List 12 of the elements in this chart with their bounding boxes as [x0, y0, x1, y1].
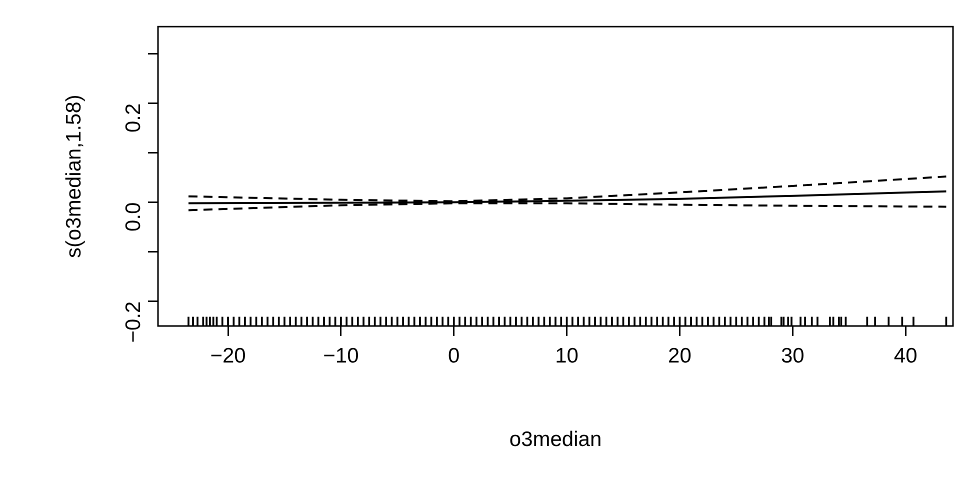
x-tick-label: 20: [668, 344, 692, 368]
x-tick-label: 40: [894, 344, 918, 368]
y-tick-label: 0.2: [122, 103, 145, 133]
x-tick-label: 10: [555, 344, 578, 368]
y-tick-label: 0.0: [122, 202, 145, 232]
x-tick-label: −20: [210, 344, 246, 368]
x-axis-title: o3median: [509, 428, 602, 452]
y-tick-label: −0.2: [122, 301, 145, 343]
y-axis-title: s(o3median,1.58): [62, 94, 86, 258]
x-tick-label: 30: [780, 344, 804, 368]
x-tick-label: 0: [448, 344, 460, 368]
x-tick-label: −10: [323, 344, 359, 368]
